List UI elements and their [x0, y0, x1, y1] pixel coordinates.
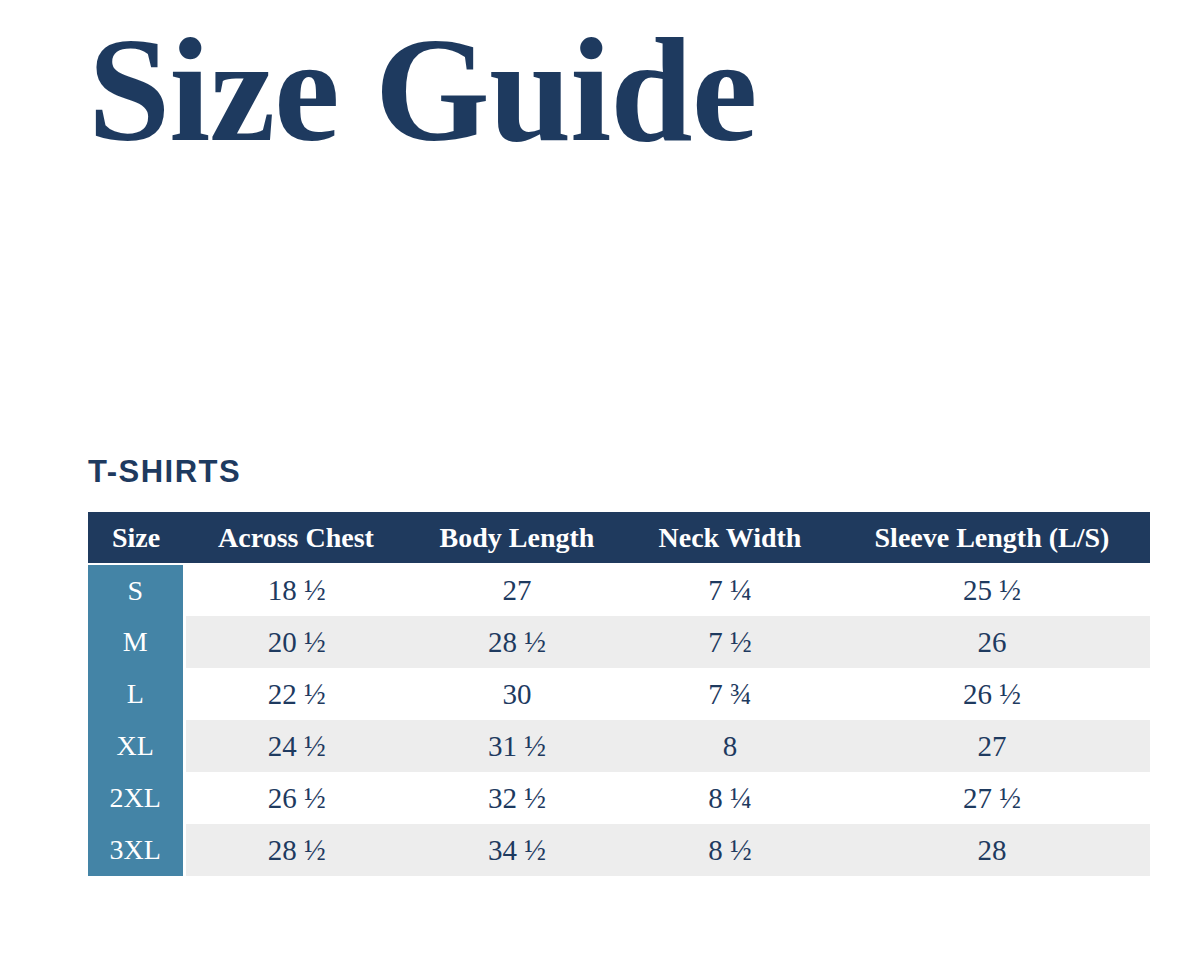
- table-row-3xl: 3XL 28 ½ 34 ½ 8 ½ 28: [88, 824, 1150, 876]
- across-chest-value: 18 ½: [184, 564, 408, 616]
- size-cell: 2XL: [88, 772, 184, 824]
- column-header-sleeve-length: Sleeve Length (L/S): [834, 512, 1150, 564]
- column-header-neck-width: Neck Width: [626, 512, 834, 564]
- size-guide-page: Size Guide T-SHIRTS Size Across Chest Bo…: [0, 0, 1204, 876]
- neck-width-value: 7 ½: [626, 616, 834, 668]
- sleeve-length-value: 27 ½: [834, 772, 1150, 824]
- size-cell: S: [88, 564, 184, 616]
- body-length-value: 34 ½: [408, 824, 626, 876]
- across-chest-value: 24 ½: [184, 720, 408, 772]
- table-header-row: Size Across Chest Body Length Neck Width…: [88, 512, 1150, 564]
- body-length-value: 30: [408, 668, 626, 720]
- size-cell: L: [88, 668, 184, 720]
- column-header-across-chest: Across Chest: [184, 512, 408, 564]
- sleeve-length-value: 25 ½: [834, 564, 1150, 616]
- across-chest-value: 28 ½: [184, 824, 408, 876]
- neck-width-value: 7 ¾: [626, 668, 834, 720]
- table-row-xl: XL 24 ½ 31 ½ 8 27: [88, 720, 1150, 772]
- size-cell: XL: [88, 720, 184, 772]
- page-title: Size Guide: [88, 16, 1204, 164]
- across-chest-value: 20 ½: [184, 616, 408, 668]
- size-guide-table: Size Across Chest Body Length Neck Width…: [88, 512, 1150, 876]
- table-row-l: L 22 ½ 30 7 ¾ 26 ½: [88, 668, 1150, 720]
- sleeve-length-value: 28: [834, 824, 1150, 876]
- table-row-2xl: 2XL 26 ½ 32 ½ 8 ¼ 27 ½: [88, 772, 1150, 824]
- body-length-value: 31 ½: [408, 720, 626, 772]
- neck-width-value: 8 ¼: [626, 772, 834, 824]
- neck-width-value: 8 ½: [626, 824, 834, 876]
- sleeve-length-value: 27: [834, 720, 1150, 772]
- body-length-value: 27: [408, 564, 626, 616]
- column-header-body-length: Body Length: [408, 512, 626, 564]
- sleeve-length-value: 26 ½: [834, 668, 1150, 720]
- table-row-s: S 18 ½ 27 7 ¼ 25 ½: [88, 564, 1150, 616]
- neck-width-value: 7 ¼: [626, 564, 834, 616]
- size-cell: 3XL: [88, 824, 184, 876]
- section-label-tshirts: T-SHIRTS: [88, 454, 1204, 490]
- sleeve-length-value: 26: [834, 616, 1150, 668]
- neck-width-value: 8: [626, 720, 834, 772]
- column-header-size: Size: [88, 512, 184, 564]
- body-length-value: 32 ½: [408, 772, 626, 824]
- table-row-m: M 20 ½ 28 ½ 7 ½ 26: [88, 616, 1150, 668]
- across-chest-value: 22 ½: [184, 668, 408, 720]
- size-cell: M: [88, 616, 184, 668]
- body-length-value: 28 ½: [408, 616, 626, 668]
- across-chest-value: 26 ½: [184, 772, 408, 824]
